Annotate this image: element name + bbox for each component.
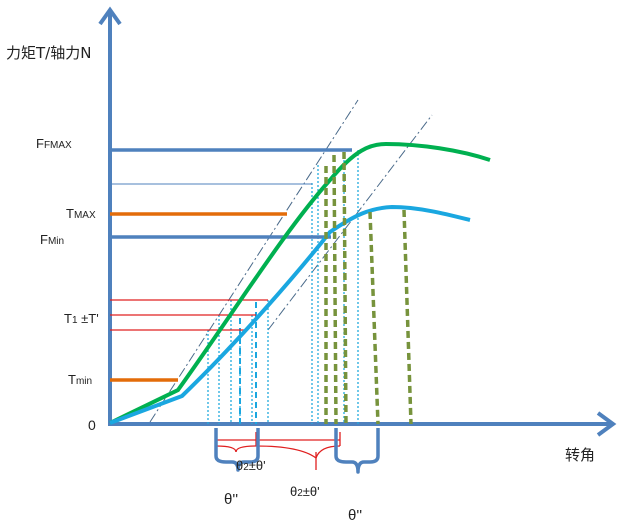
teal-dashes bbox=[239, 302, 257, 424]
tmax-label: TMAX bbox=[66, 206, 96, 221]
theta-dd-label-right: θ'' bbox=[348, 507, 362, 524]
rotation-markers bbox=[324, 151, 413, 425]
theta-dd-label-left: θ'' bbox=[224, 491, 238, 508]
slope-guide-lower bbox=[267, 114, 433, 331]
marker-2 bbox=[332, 154, 338, 425]
marker-5 bbox=[402, 209, 413, 425]
slope-guides bbox=[149, 99, 433, 423]
left-brace bbox=[214, 428, 260, 472]
torque-curve bbox=[109, 141, 491, 425]
right-brace bbox=[334, 428, 380, 474]
slope-guide-upper bbox=[149, 99, 359, 423]
fmin-label: FMin bbox=[40, 232, 64, 247]
origin-label: 0 bbox=[88, 417, 96, 433]
axial-force-curve bbox=[109, 204, 471, 425]
x-axis-title: 转角 bbox=[565, 446, 595, 464]
theta2-label-left: θ2±θ' bbox=[236, 458, 266, 473]
marker-3 bbox=[342, 151, 348, 425]
projection-lines bbox=[207, 150, 359, 424]
fmax-label: FFMAX bbox=[36, 136, 72, 151]
theta2-label-right: θ2±θ' bbox=[290, 484, 320, 499]
t1-range-label: T1 ±T' bbox=[64, 311, 99, 326]
theta-dd-braces bbox=[214, 428, 380, 474]
y-axis-title: 力矩T/轴力N bbox=[6, 44, 91, 62]
y-axis-arrowhead bbox=[98, 6, 122, 26]
x-axis-arrowhead bbox=[596, 411, 617, 437]
marker-4 bbox=[368, 211, 380, 425]
tmin-label: Tmin bbox=[68, 372, 92, 387]
axes bbox=[98, 6, 617, 437]
